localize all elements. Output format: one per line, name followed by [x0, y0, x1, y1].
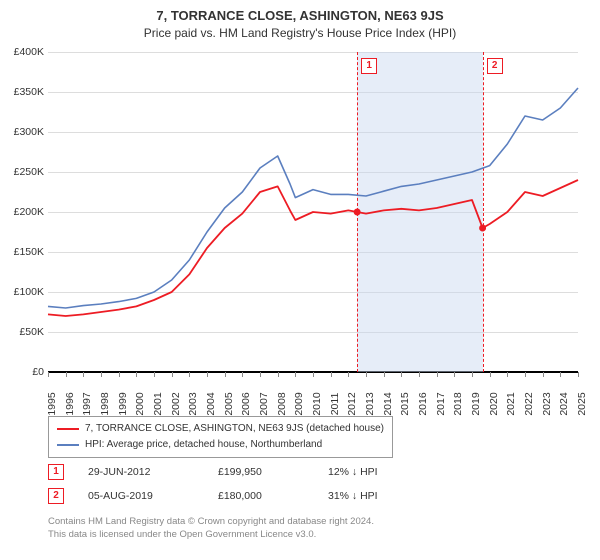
x-tick-label: 2010 — [311, 392, 323, 415]
x-tick-label: 2023 — [541, 392, 553, 415]
sale-hpi-delta: 12% ↓ HPI — [328, 466, 578, 478]
y-tick-label: £350K — [2, 86, 44, 98]
x-tick-label: 2018 — [452, 392, 464, 415]
x-tick-label: 2019 — [470, 392, 482, 415]
legend: 7, TORRANCE CLOSE, ASHINGTON, NE63 9JS (… — [48, 416, 393, 458]
sale-point-marker — [479, 225, 486, 232]
series-hpi — [48, 88, 578, 308]
x-tick-label: 2024 — [558, 392, 570, 415]
footnote-line: Contains HM Land Registry data © Crown c… — [48, 516, 578, 529]
price-chart: £0£50K£100K£150K£200K£250K£300K£350K£400… — [48, 52, 578, 372]
sale-hpi-delta: 31% ↓ HPI — [328, 490, 578, 502]
y-tick-label: £100K — [2, 286, 44, 298]
footnote-line: This data is licensed under the Open Gov… — [48, 529, 578, 542]
x-tick-label: 2009 — [293, 392, 305, 415]
sale-date: 29-JUN-2012 — [88, 466, 218, 478]
x-tick-label: 2025 — [576, 392, 588, 415]
y-tick-label: £400K — [2, 46, 44, 58]
x-tick-label: 2011 — [329, 393, 341, 416]
x-tick-label: 1995 — [46, 392, 58, 415]
x-tick-label: 2020 — [488, 392, 500, 415]
sale-index-badge: 1 — [48, 464, 64, 480]
x-tick-label: 2007 — [258, 392, 270, 415]
legend-item-hpi: HPI: Average price, detached house, Nort… — [57, 437, 384, 453]
x-tick-label: 2001 — [152, 392, 164, 415]
legend-label: 7, TORRANCE CLOSE, ASHINGTON, NE63 9JS (… — [85, 421, 384, 437]
x-tick-label: 2013 — [364, 392, 376, 415]
y-tick-label: £200K — [2, 206, 44, 218]
y-tick-label: £300K — [2, 126, 44, 138]
legend-swatch-hpi — [57, 444, 79, 446]
y-tick-label: £50K — [2, 326, 44, 338]
legend-item-price: 7, TORRANCE CLOSE, ASHINGTON, NE63 9JS (… — [57, 421, 384, 437]
page-title: 7, TORRANCE CLOSE, ASHINGTON, NE63 9JS — [0, 0, 600, 23]
x-tick — [578, 372, 579, 377]
x-tick-label: 2000 — [134, 392, 146, 415]
sale-date: 05-AUG-2019 — [88, 490, 218, 502]
x-tick-label: 1998 — [99, 392, 111, 415]
x-tick-label: 2012 — [346, 392, 358, 415]
y-tick-label: £150K — [2, 246, 44, 258]
legend-swatch-price — [57, 428, 79, 430]
table-row: 2 05-AUG-2019 £180,000 31% ↓ HPI — [48, 484, 578, 508]
footnote: Contains HM Land Registry data © Crown c… — [48, 516, 578, 542]
sale-point-marker — [354, 209, 361, 216]
x-tick-label: 1996 — [64, 392, 76, 415]
x-tick-label: 2021 — [505, 392, 517, 415]
x-tick-label: 1999 — [117, 392, 129, 415]
x-tick-label: 2022 — [523, 392, 535, 415]
x-tick-label: 2005 — [223, 392, 235, 415]
sale-price: £199,950 — [218, 466, 328, 478]
legend-label: HPI: Average price, detached house, Nort… — [85, 437, 322, 453]
x-tick-label: 2004 — [205, 392, 217, 415]
sale-index-badge: 2 — [48, 488, 64, 504]
x-tick-label: 2002 — [170, 392, 182, 415]
page-subtitle: Price paid vs. HM Land Registry's House … — [0, 23, 600, 40]
sale-price: £180,000 — [218, 490, 328, 502]
table-row: 1 29-JUN-2012 £199,950 12% ↓ HPI — [48, 460, 578, 484]
y-tick-label: £250K — [2, 166, 44, 178]
y-tick-label: £0 — [2, 366, 44, 378]
sales-table: 1 29-JUN-2012 £199,950 12% ↓ HPI 2 05-AU… — [48, 460, 578, 508]
series-price_paid — [48, 180, 578, 316]
x-tick-label: 2003 — [187, 392, 199, 415]
x-tick-label: 2015 — [399, 392, 411, 415]
sale-marker-badge: 2 — [487, 58, 503, 74]
x-tick-label: 2016 — [417, 392, 429, 415]
chart-svg — [48, 52, 578, 372]
x-tick-label: 1997 — [81, 392, 93, 415]
x-tick-label: 2014 — [382, 392, 394, 415]
x-tick-label: 2008 — [276, 392, 288, 415]
x-tick-label: 2006 — [240, 392, 252, 415]
x-tick-label: 2017 — [435, 392, 447, 415]
sale-marker-badge: 1 — [361, 58, 377, 74]
